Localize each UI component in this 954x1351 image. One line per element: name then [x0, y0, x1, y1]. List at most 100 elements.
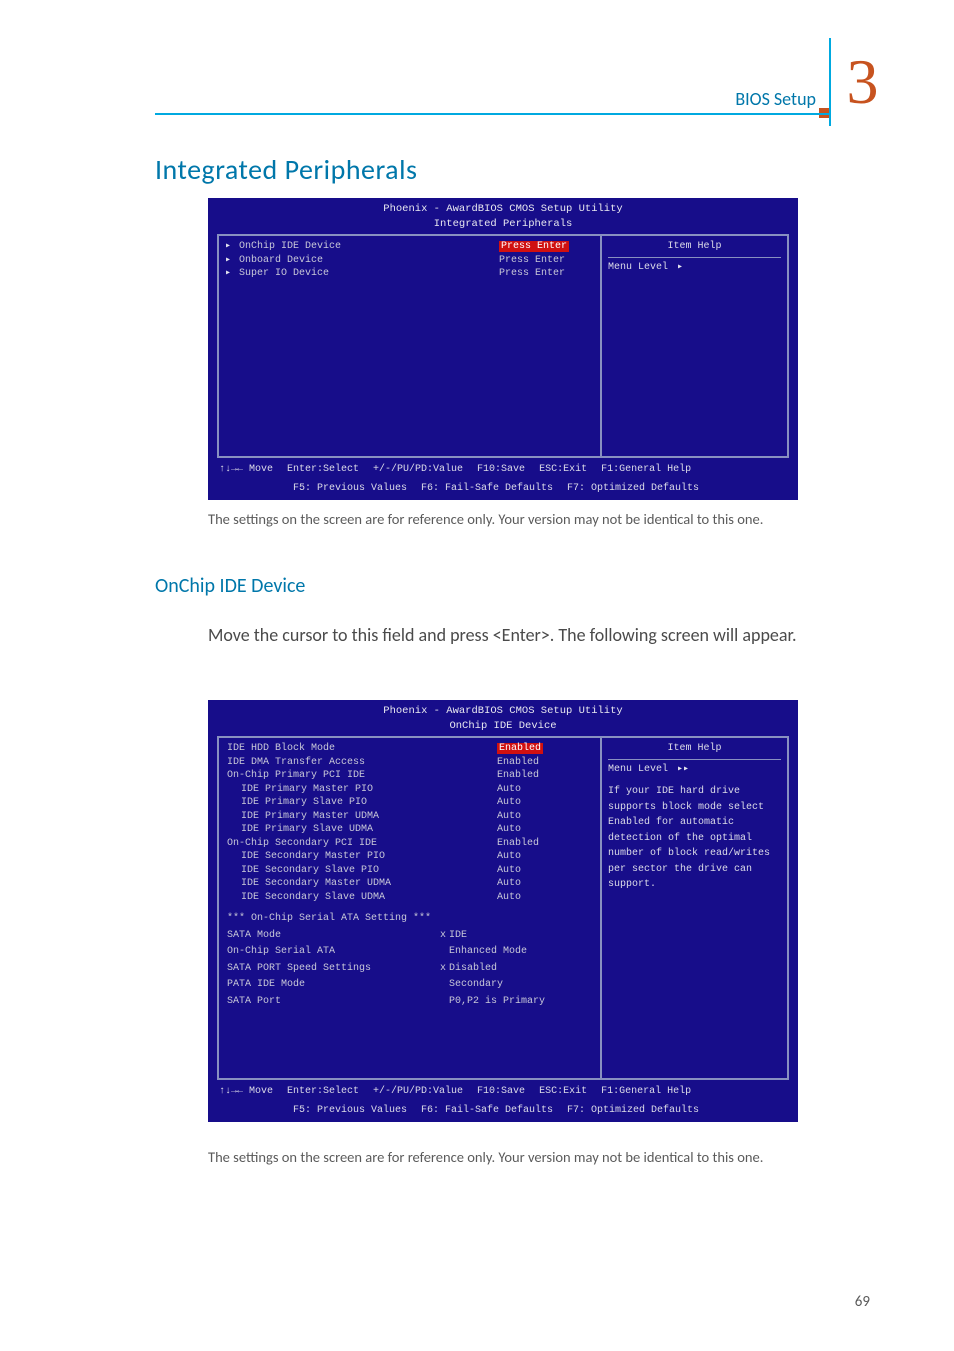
spacer — [227, 904, 592, 912]
caption-1: The settings on the screen are for refer… — [208, 510, 798, 530]
table-row[interactable]: IDE Primary Master PIOAuto — [227, 783, 592, 797]
row-value: Press Enter — [499, 241, 569, 252]
key-hint: F5: Previous Values — [293, 1104, 407, 1118]
key-hint: F7: Optimized Defaults — [567, 1104, 699, 1118]
bios1-footer-2: F5: Previous Values F6: Fail-Safe Defaul… — [209, 481, 797, 500]
table-row[interactable]: IDE Primary Slave PIOAuto — [227, 796, 592, 810]
row-value: Secondary — [449, 978, 503, 992]
table-row[interactable]: IDE Secondary Master UDMAAuto — [227, 877, 592, 891]
bios2-title: Phoenix - AwardBIOS CMOS Setup Utility — [209, 701, 797, 719]
row-label: IDE Secondary Master UDMA — [241, 877, 497, 891]
row-value: Auto — [497, 783, 592, 797]
table-row[interactable]: SATA PORT Speed SettingsxDisabled — [227, 962, 592, 976]
bios1-help-panel: Item Help Menu Level ▸ — [602, 236, 787, 456]
bios1-subtitle: Integrated Peripherals — [209, 217, 797, 234]
table-row[interactable]: PATA IDE Mode Secondary — [227, 978, 592, 992]
row-value: P0,P2 is Primary — [449, 995, 545, 1009]
submenu-arrow-icon: ▸ — [225, 254, 239, 268]
key-hint: Enter:Select — [287, 1085, 359, 1099]
row-label: OnChip IDE Device — [239, 240, 499, 254]
row-value: Enabled — [497, 769, 592, 783]
table-row[interactable]: IDE Secondary Master PIOAuto — [227, 850, 592, 864]
row-label: Super IO Device — [239, 267, 499, 281]
bios1-footer: ↑↓→← Move Enter:Select +/-/PU/PD:Value F… — [209, 462, 797, 481]
help-title: Item Help — [608, 742, 781, 756]
key-hint: F6: Fail-Safe Defaults — [421, 1104, 553, 1118]
key-hint: +/-/PU/PD:Value — [373, 1085, 463, 1099]
row-value: Auto — [497, 823, 592, 837]
key-hint: F10:Save — [477, 463, 525, 477]
bios2-help-panel: Item Help Menu Level ▸▸ If your IDE hard… — [602, 738, 787, 1078]
row-label: SATA Port — [227, 995, 437, 1009]
row-value: Auto — [497, 891, 592, 905]
row-primary-ide[interactable]: On-Chip Primary PCI IDE Enabled — [227, 769, 592, 783]
chapter-number: 3 — [847, 45, 879, 119]
bios2-footer-2: F5: Previous Values F6: Fail-Safe Defaul… — [209, 1103, 797, 1122]
row-value: Press Enter — [499, 267, 594, 281]
help-menu-level: Menu Level ▸▸ — [608, 763, 781, 777]
table-row: SATA Port P0,P2 is Primary — [227, 995, 592, 1009]
key-hint: Enter:Select — [287, 463, 359, 477]
row-value: Auto — [497, 877, 592, 891]
row-label: SATA PORT Speed Settings — [227, 962, 437, 976]
row-label: IDE Primary Master PIO — [241, 783, 497, 797]
help-menu-label: Menu Level — [608, 262, 668, 273]
key-hint: F10:Save — [477, 1085, 525, 1099]
menu-level-arrow-icon: ▸ — [677, 262, 683, 273]
help-divider — [608, 759, 781, 760]
row-value: IDE — [449, 929, 467, 943]
key-hint: F1:General Help — [601, 463, 691, 477]
table-row[interactable]: IDE Primary Master UDMAAuto — [227, 810, 592, 824]
section-title: Integrated Peripherals — [155, 152, 417, 187]
menu-row-onboard-device[interactable]: ▸ Onboard Device Press Enter — [225, 254, 594, 268]
table-row[interactable]: On-Chip Serial ATAEnhanced Mode — [227, 945, 592, 959]
key-hint: F1:General Help — [601, 1085, 691, 1099]
submenu-arrow-icon: ▸ — [225, 267, 239, 281]
chapter-tab: 3 — [829, 38, 894, 126]
row-label: IDE Primary Master UDMA — [241, 810, 497, 824]
key-hint: +/-/PU/PD:Value — [373, 463, 463, 477]
row-value: Enabled — [497, 743, 543, 754]
row-value: Enabled — [497, 756, 592, 770]
row-hdd-block[interactable]: IDE HDD Block Mode Enabled — [227, 742, 592, 756]
bios2-subtitle: OnChip IDE Device — [209, 719, 797, 736]
row-value: Auto — [497, 810, 592, 824]
help-divider — [608, 257, 781, 258]
row-value: Auto — [497, 864, 592, 878]
row-value: Enabled — [497, 837, 592, 851]
key-hint: F5: Previous Values — [293, 482, 407, 496]
row-label: IDE Secondary Slave PIO — [241, 864, 497, 878]
table-row[interactable]: SATA ModexIDE — [227, 929, 592, 943]
table-row[interactable]: IDE Secondary Slave PIOAuto — [227, 864, 592, 878]
menu-row-super-io[interactable]: ▸ Super IO Device Press Enter — [225, 267, 594, 281]
key-hint: F7: Optimized Defaults — [567, 482, 699, 496]
menu-row-onchip-ide[interactable]: ▸ OnChip IDE Device Press Enter — [225, 240, 594, 254]
help-text: If your IDE hard drive supports block mo… — [608, 784, 781, 893]
row-label: On-Chip Serial ATA — [227, 945, 437, 959]
caption-2: The settings on the screen are for refer… — [208, 1148, 798, 1168]
row-label: IDE Secondary Master PIO — [241, 850, 497, 864]
help-title: Item Help — [608, 240, 781, 254]
help-menu-level: Menu Level ▸ — [608, 261, 781, 275]
help-menu-label: Menu Level — [608, 764, 668, 775]
key-hint: ↑↓→← Move — [219, 1085, 273, 1099]
row-label: IDE HDD Block Mode — [227, 742, 497, 756]
table-row[interactable]: IDE Primary Slave UDMAAuto — [227, 823, 592, 837]
submenu-arrow-icon: ▸ — [225, 240, 239, 254]
key-hint: ESC:Exit — [539, 463, 587, 477]
bios2-left-panel: IDE HDD Block Mode Enabled IDE DMA Trans… — [219, 738, 602, 1078]
table-row[interactable]: IDE Secondary Slave UDMAAuto — [227, 891, 592, 905]
row-label: Onboard Device — [239, 254, 499, 268]
subsection-title: OnChip IDE Device — [155, 574, 305, 598]
row-secondary-ide[interactable]: On-Chip Secondary PCI IDE Enabled — [227, 837, 592, 851]
row-label: IDE Primary Slave PIO — [241, 796, 497, 810]
row-label: On-Chip Secondary PCI IDE — [227, 837, 497, 851]
body-paragraph-1: Move the cursor to this field and press … — [208, 622, 798, 649]
menu-level-arrow-icon: ▸▸ — [677, 764, 689, 775]
row-label: PATA IDE Mode — [227, 978, 437, 992]
bios1-title: Phoenix - AwardBIOS CMOS Setup Utility — [209, 199, 797, 217]
bios1-inner: ▸ OnChip IDE Device Press Enter ▸ Onboar… — [217, 234, 789, 458]
row-label: IDE Primary Slave UDMA — [241, 823, 497, 837]
row-dma-transfer[interactable]: IDE DMA Transfer Access Enabled — [227, 756, 592, 770]
key-hint: F6: Fail-Safe Defaults — [421, 482, 553, 496]
